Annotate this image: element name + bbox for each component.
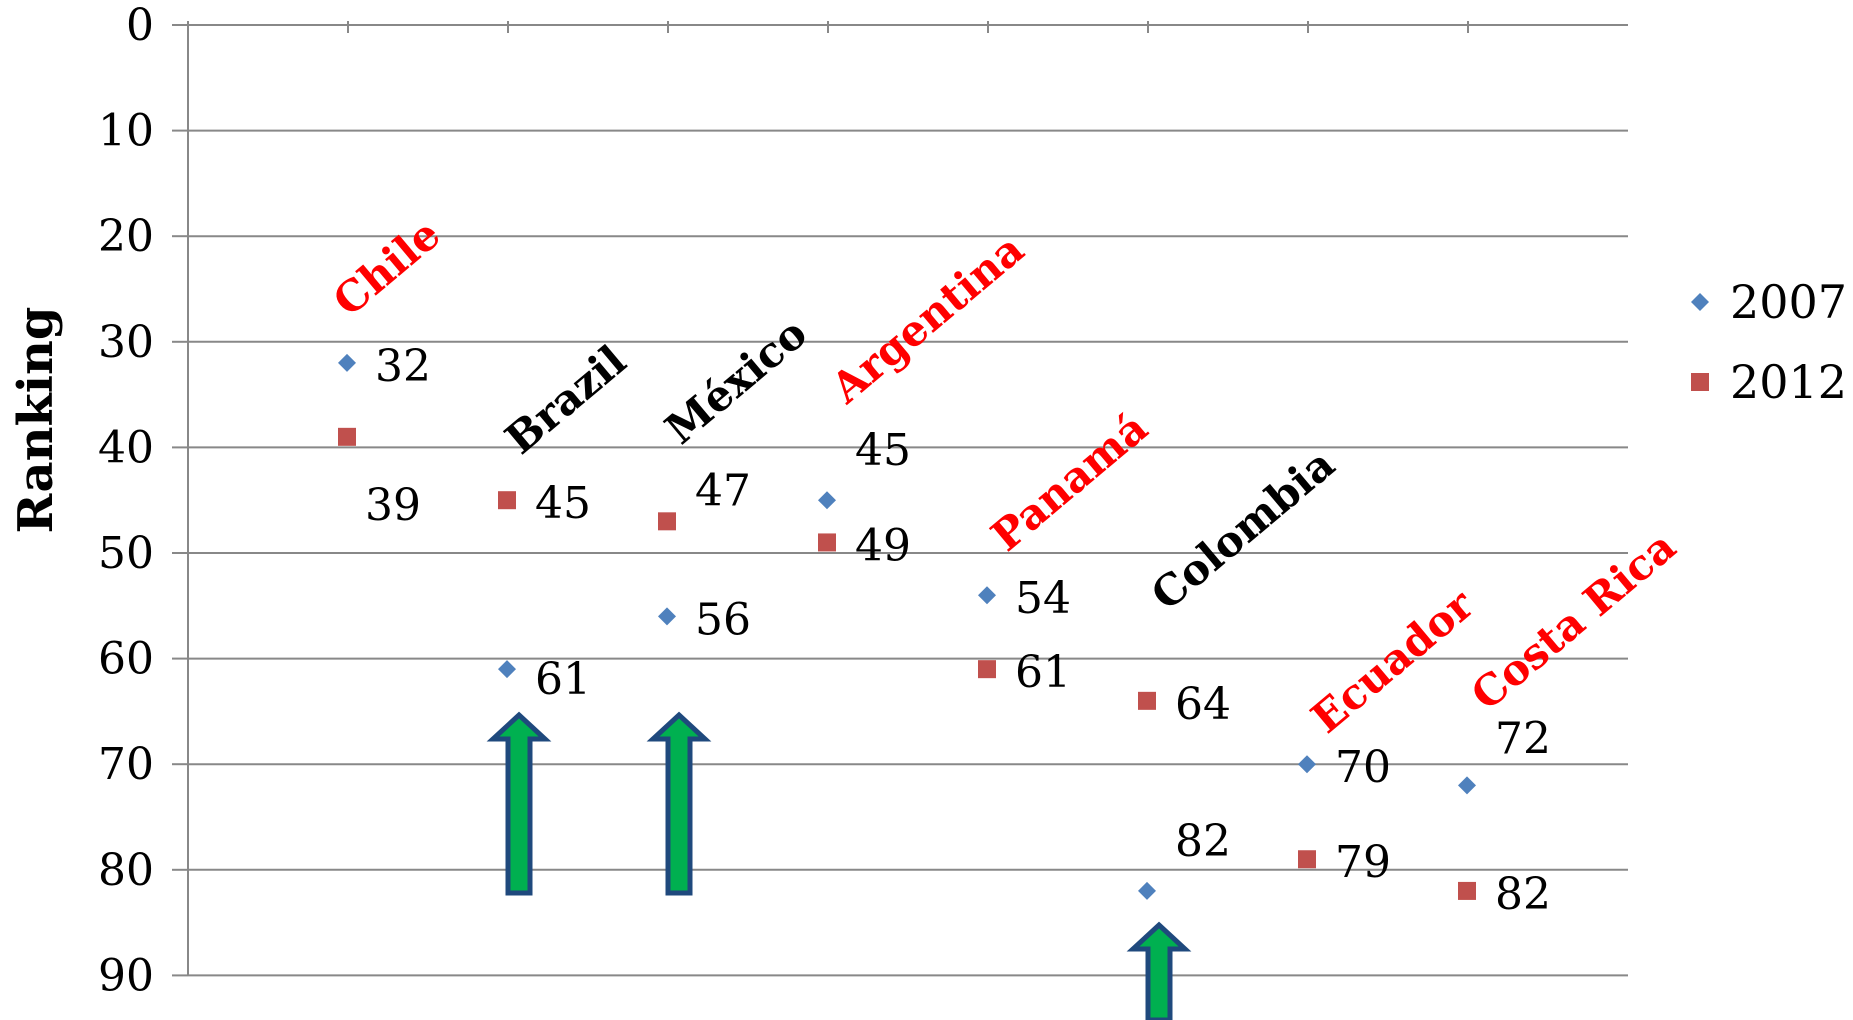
data-label-2012-costarica: 82 (1495, 869, 1551, 920)
data-label-2007-chile: 32 (375, 341, 431, 392)
category-label-mxico: México (656, 308, 816, 453)
legend: 2007 2012 (1691, 275, 1847, 409)
legend-label-2012: 2012 (1730, 355, 1847, 409)
y-tick-label-80: 80 (98, 845, 154, 896)
y-tick-label-10: 10 (98, 106, 154, 157)
data-label-2007-ecuador: 70 (1335, 742, 1391, 793)
data-label-2007-argentina: 45 (855, 425, 911, 476)
y-tick-label-90: 90 (98, 950, 154, 1001)
point-2012-mxico (658, 512, 676, 531)
y-axis: 0 10 20 30 40 50 60 70 80 90 (98, 0, 1469, 1001)
up-arrow-colombia (1126, 921, 1192, 1020)
y-tick-label-30: 30 (98, 317, 154, 368)
point-2007-chile (338, 353, 356, 372)
point-2007-ecuador (1298, 755, 1316, 774)
legend-label-2007: 2007 (1730, 275, 1847, 329)
data-labels: 32 61 56 45 54 82 70 72 39 45 47 49 61 64 79 82 (365, 341, 1551, 920)
point-2012-panam (978, 660, 996, 679)
point-2007-mxico (658, 607, 676, 626)
point-2012-argentina (818, 533, 836, 552)
data-label-2012-panam: 61 (1015, 647, 1071, 698)
data-points (338, 353, 1476, 900)
category-label-costarica: Costa Rica (1462, 521, 1685, 719)
category-label-brazil: Brazil (496, 336, 635, 464)
category-label-ecuador: Ecuador (1302, 579, 1483, 742)
point-2012-chile (338, 427, 356, 446)
arrow-annotations (486, 711, 1192, 1020)
point-2007-brazil (498, 660, 516, 679)
data-label-2007-colombia: 82 (1175, 816, 1231, 867)
legend-marker-2007 (1691, 293, 1709, 311)
category-label-chile: Chile (324, 209, 449, 325)
y-tick-label-50: 50 (98, 528, 154, 579)
point-2007-argentina (818, 491, 836, 510)
point-2007-panam (978, 586, 996, 605)
point-2012-ecuador (1298, 850, 1316, 869)
category-label-argentina: Argentina (821, 224, 1033, 413)
data-label-2012-brazil: 45 (535, 478, 591, 529)
data-label-2012-chile: 39 (365, 480, 421, 531)
y-tick-label-60: 60 (98, 634, 154, 685)
gridlines (188, 24, 1628, 977)
y-tick-label-0: 0 (126, 0, 154, 51)
point-2012-colombia (1138, 691, 1156, 710)
point-2012-brazil (498, 491, 516, 510)
up-arrow-mxico (646, 711, 712, 896)
point-2007-costarica (1458, 776, 1476, 795)
category-labels: Chile Brazil México ArgentinaPanamáColombia… (324, 209, 1685, 742)
data-label-2012-colombia: 64 (1175, 679, 1231, 730)
y-tick-label-40: 40 (98, 422, 154, 473)
data-label-2007-mxico: 56 (695, 594, 751, 645)
point-2012-costarica (1458, 881, 1476, 900)
data-label-2007-costarica: 72 (1495, 713, 1551, 764)
data-label-2012-mxico: 47 (695, 465, 751, 516)
category-label-panam: Panamá (982, 403, 1157, 561)
y-tick-label-70: 70 (98, 739, 154, 790)
y-axis-label: Ranking (8, 307, 64, 534)
data-label-2007-panam: 54 (1015, 573, 1071, 624)
data-label-2007-brazil: 61 (535, 654, 591, 705)
up-arrow-brazil (486, 711, 552, 896)
category-label-colombia: Colombia (1142, 439, 1344, 619)
point-2007-colombia (1138, 881, 1156, 900)
data-label-2012-argentina: 49 (855, 520, 911, 571)
y-tick-label-20: 20 (98, 211, 154, 262)
legend-marker-2012 (1691, 373, 1709, 391)
data-label-2012-ecuador: 79 (1335, 837, 1391, 888)
